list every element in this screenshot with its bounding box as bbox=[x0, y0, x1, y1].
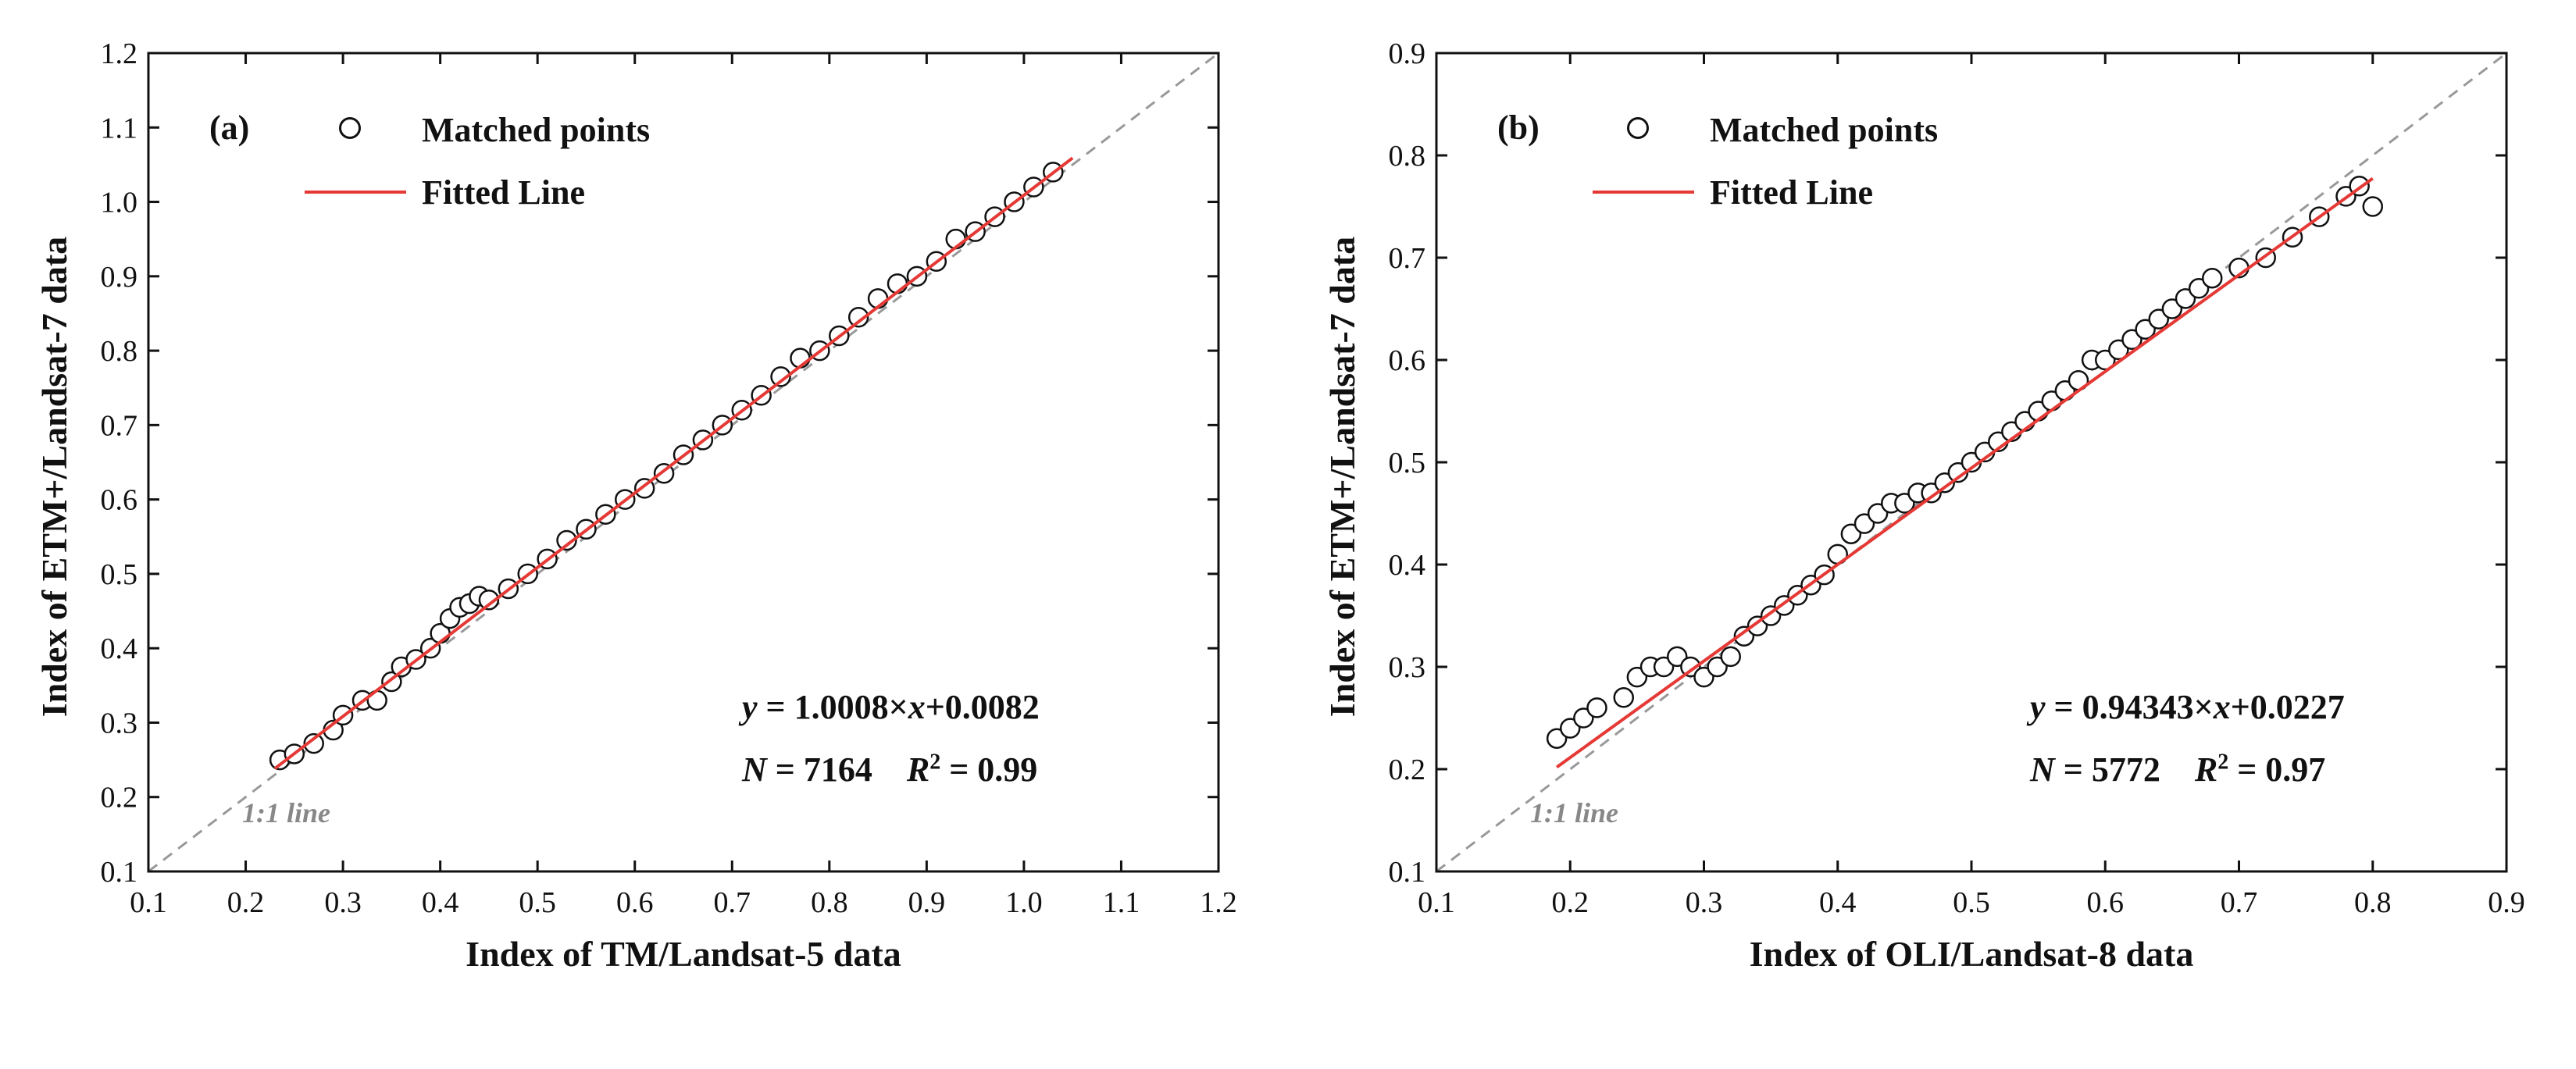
identity-line-label-b: 1:1 line bbox=[1530, 797, 1618, 828]
x-tick-label: 0.1 bbox=[1418, 886, 1455, 919]
y-tick-label: 0.4 bbox=[101, 632, 138, 665]
y-tick-label: 0.6 bbox=[101, 484, 138, 517]
x-tick-label: 1.1 bbox=[1103, 886, 1140, 919]
y-axis-label-text-b: Index of ETM+/Landsat-7 data bbox=[1322, 236, 1363, 717]
legend-line-label-b: Fitted Line bbox=[1710, 173, 1873, 212]
x-tick-label: 0.4 bbox=[422, 886, 459, 919]
y-axis-label-text-a: Index of ETM+/Landsat-7 data bbox=[34, 236, 75, 717]
fit-stats-b: N = 5772 R2 = 0.97 bbox=[2030, 750, 2326, 789]
data-point bbox=[770, 366, 791, 387]
y-tick-label: 1.0 bbox=[101, 187, 138, 219]
fit-equation-a: y = 1.0008×x+0.0082 bbox=[742, 688, 1040, 726]
y-tick-label: 0.7 bbox=[101, 409, 138, 442]
y-tick-label: 0.8 bbox=[1389, 140, 1426, 173]
data-point bbox=[1720, 646, 1741, 668]
data-point bbox=[2362, 196, 2383, 217]
x-tick-label: 0.5 bbox=[519, 886, 556, 919]
identity-line-label-a: 1:1 line bbox=[242, 797, 330, 828]
data-point bbox=[1586, 697, 1607, 718]
x-tick-label: 0.5 bbox=[1953, 886, 1990, 919]
x-tick-label: 1.0 bbox=[1005, 886, 1043, 919]
x-tick-label: 0.9 bbox=[2488, 886, 2525, 919]
fit-stats-a: N = 7164 R2 = 0.99 bbox=[742, 750, 1038, 789]
plot-b: 0.1 0.2 0.3 0.4 0.5 0.6 0.7 0.8 0.9 0.1 0.2 0.3 0.4 0… bbox=[1389, 37, 2525, 919]
x-axis-label-a: Index of TM/Landsat-5 data bbox=[466, 934, 901, 974]
x-tick-label: 0.3 bbox=[324, 886, 362, 919]
x-tick-label: 0.2 bbox=[227, 886, 265, 919]
x-tick-label: 0.1 bbox=[130, 886, 167, 919]
y-tick-label: 0.9 bbox=[1389, 37, 1426, 70]
legend-line-icon-a bbox=[305, 169, 422, 216]
x-tick-label: 0.8 bbox=[811, 886, 848, 919]
data-point bbox=[303, 732, 324, 754]
panel-label-a: (a) bbox=[209, 109, 250, 147]
x-tick-label: 0.7 bbox=[2221, 886, 2258, 919]
legend-fit-b: Fitted Line bbox=[1593, 169, 1873, 216]
fitted-line bbox=[1555, 176, 2374, 769]
legend-points-b: Matched points bbox=[1593, 106, 1938, 153]
data-point bbox=[2202, 267, 2223, 289]
y-tick-label: 0.5 bbox=[101, 558, 138, 591]
y-tick-label: 0.1 bbox=[101, 856, 138, 889]
y-tick-label: 1.1 bbox=[101, 112, 138, 144]
panel-label-b: (b) bbox=[1497, 109, 1540, 147]
y-tick-label: 0.3 bbox=[1389, 651, 1426, 684]
x-tick-label: 0.4 bbox=[1819, 886, 1857, 919]
panel-a: 0.1 0.2 0.3 0.4 0.5 0.6 0.7 0.8 0.9 1.0 1.1 1.2 0.1 0… bbox=[23, 37, 1237, 974]
plot-frame bbox=[147, 52, 1220, 873]
x-tick-label: 0.9 bbox=[908, 886, 946, 919]
legend-line-label-a: Fitted Line bbox=[422, 173, 585, 212]
y-tick-label: 0.6 bbox=[1389, 344, 1426, 377]
legend-line-icon-b bbox=[1593, 169, 1710, 216]
y-tick-label: 0.1 bbox=[1389, 856, 1426, 889]
legend-fit-a: Fitted Line bbox=[305, 169, 585, 216]
x-axis-label-b: Index of OLI/Landsat-8 data bbox=[1749, 934, 2194, 974]
data-point bbox=[847, 306, 869, 328]
data-point bbox=[1613, 687, 1634, 708]
y-tick-label: 0.9 bbox=[101, 261, 138, 294]
legend-circle-icon-a bbox=[305, 106, 422, 153]
fitted-line bbox=[273, 156, 1074, 770]
y-tick-label: 0.3 bbox=[101, 707, 138, 739]
plot-a: 0.1 0.2 0.3 0.4 0.5 0.6 0.7 0.8 0.9 1.0 1.1 1.2 0.1 0… bbox=[101, 37, 1237, 919]
y-tick-label: 1.2 bbox=[101, 37, 138, 70]
x-tick-label: 0.8 bbox=[2354, 886, 2392, 919]
legend-circle-icon-b bbox=[1593, 106, 1710, 153]
y-tick-label: 0.8 bbox=[101, 335, 138, 368]
panel-b: 0.1 0.2 0.3 0.4 0.5 0.6 0.7 0.8 0.9 0.1 0.2 0.3 0.4 0… bbox=[1288, 0, 2576, 1069]
x-tick-label: 0.3 bbox=[1686, 886, 1723, 919]
y-tick-label: 0.2 bbox=[101, 782, 138, 814]
data-point bbox=[556, 529, 577, 551]
x-tick-label: 0.6 bbox=[2087, 886, 2125, 919]
x-tick-label: 0.7 bbox=[714, 886, 751, 919]
fit-equation-b: y = 0.94343×x+0.0227 bbox=[2030, 688, 2345, 726]
y-tick-label: 0.5 bbox=[1389, 447, 1426, 479]
legend-points-a: Matched points bbox=[305, 106, 650, 153]
x-tick-label: 0.2 bbox=[1552, 886, 1589, 919]
y-axis-label-a: Index of ETM+/Landsat-7 data bbox=[23, 62, 86, 890]
y-axis-label-b: Index of ETM+/Landsat-7 data bbox=[1311, 62, 1374, 890]
y-tick-label: 0.2 bbox=[1389, 754, 1426, 786]
x-tick-label: 0.6 bbox=[616, 886, 654, 919]
y-tick-label: 0.7 bbox=[1389, 242, 1426, 275]
legend-points-label-b: Matched points bbox=[1710, 110, 1939, 149]
y-tick-label: 0.4 bbox=[1389, 549, 1426, 582]
x-tick-label: 1.2 bbox=[1200, 886, 1237, 919]
data-point bbox=[478, 590, 500, 611]
legend-points-label-a: Matched points bbox=[422, 110, 651, 149]
